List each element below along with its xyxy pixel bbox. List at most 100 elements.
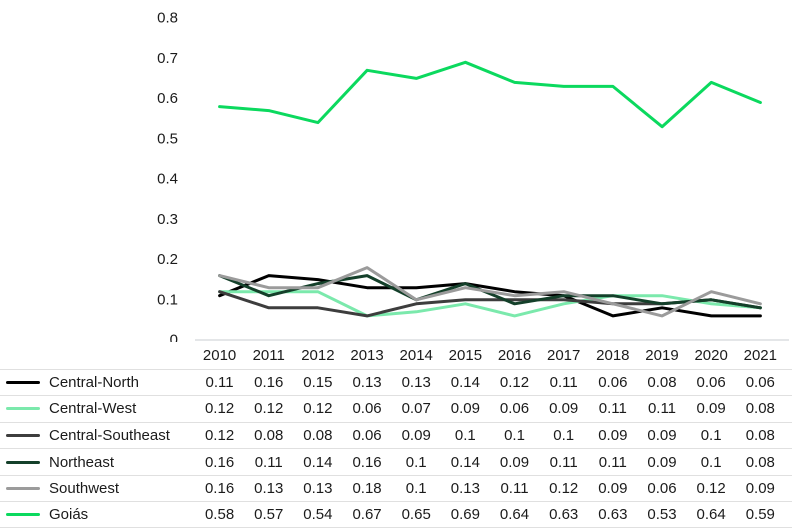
value-cell: 0.67 bbox=[352, 506, 382, 524]
value-cell: 0.09 bbox=[647, 426, 677, 444]
value-cell: 0.09 bbox=[450, 400, 480, 418]
series-line-5 bbox=[218, 60, 762, 129]
year-label: 2015 bbox=[448, 346, 483, 364]
value-cell: 0.64 bbox=[696, 506, 726, 524]
value-cell: 0.16 bbox=[204, 453, 235, 471]
value-cell: 0.09 bbox=[499, 453, 530, 471]
legend-item: Central-West bbox=[0, 400, 195, 417]
value-cell: 0.16 bbox=[254, 373, 284, 391]
value-cell: 0.13 bbox=[450, 480, 480, 498]
year-label: 2016 bbox=[497, 346, 532, 364]
year-label: 2014 bbox=[399, 346, 433, 364]
value-cell: 0.14 bbox=[303, 453, 333, 471]
value-cell: 0.12 bbox=[254, 400, 284, 418]
y-axis-tick-label: 0.4 bbox=[157, 171, 178, 188]
value-cell: 0.14 bbox=[450, 453, 480, 471]
year-label: 2018 bbox=[596, 346, 630, 364]
value-cell: 0.64 bbox=[499, 506, 530, 524]
value-cell: 0.16 bbox=[352, 453, 382, 471]
value-cell: 0.58 bbox=[204, 506, 235, 524]
series-name: Goiás bbox=[49, 506, 89, 524]
value-cell: 0.11 bbox=[598, 453, 627, 471]
value-cell: 0.12 bbox=[204, 400, 235, 418]
value-cell: 0.63 bbox=[549, 506, 579, 524]
y-axis-tick-label: 0.3 bbox=[157, 211, 178, 228]
value-cell: 0.11 bbox=[549, 453, 578, 471]
table-row: Central-North 0.11 0.16 0.15 0.13 0.13 0.14 0.1… bbox=[0, 368, 792, 396]
series-line-3 bbox=[218, 274, 762, 310]
year-label: 2021 bbox=[743, 346, 777, 364]
table-row: Goiás 0.58 0.57 0.54 0.67 0.65 0.69 0.64 0.63 0.6… bbox=[0, 501, 792, 528]
series-name: Central-North bbox=[49, 373, 140, 391]
value-cell: 0.06 bbox=[696, 373, 726, 391]
value-cell: 0.08 bbox=[745, 453, 775, 471]
series-name: Southwest bbox=[49, 480, 120, 498]
series-name: Northeast bbox=[49, 453, 115, 471]
year-label: 2020 bbox=[694, 346, 728, 364]
line-chart: 0.8 0.7 0.6 0.5 0.4 0.3 0.2 0.1 0 bbox=[157, 10, 789, 343]
y-axis-tick-label: 0.8 bbox=[157, 10, 178, 27]
data-table: 2010 2011 2012 2013 2014 2015 2016 2017 2018 2019… bbox=[0, 342, 792, 528]
value-cell: 0.1 bbox=[405, 453, 427, 471]
value-cell: 0.08 bbox=[303, 426, 333, 444]
value-cell: 0.09 bbox=[647, 453, 677, 471]
series-line-swatch bbox=[6, 407, 40, 411]
series-line-swatch bbox=[6, 513, 40, 517]
value-cell: 0.11 bbox=[549, 373, 578, 391]
legend-item: Goiás bbox=[0, 506, 195, 523]
value-cell: 0.08 bbox=[745, 426, 775, 444]
series-line-swatch bbox=[6, 487, 40, 491]
y-axis-tick-label: 0.7 bbox=[157, 50, 178, 67]
value-cell: 0.15 bbox=[303, 373, 333, 391]
table-row: Southwest 0.16 0.13 0.13 0.18 0.1 0.13 0.11 0.12… bbox=[0, 474, 792, 502]
value-cell: 0.57 bbox=[254, 506, 284, 524]
value-cell: 0.11 bbox=[205, 373, 234, 391]
value-cell: 0.09 bbox=[745, 480, 775, 498]
value-cell: 0.11 bbox=[598, 400, 627, 418]
value-cell: 0.09 bbox=[549, 400, 579, 418]
series-line-4 bbox=[218, 266, 762, 318]
value-cell: 0.1 bbox=[700, 426, 722, 444]
value-cell: 0.1 bbox=[405, 480, 427, 498]
value-cell: 0.07 bbox=[401, 400, 431, 418]
legend-item: Southwest bbox=[0, 480, 195, 497]
value-cell: 0.08 bbox=[254, 426, 284, 444]
value-cell: 0.06 bbox=[352, 426, 382, 444]
year-label: 2017 bbox=[546, 346, 581, 364]
value-cell: 0.09 bbox=[598, 426, 628, 444]
year-label: 2012 bbox=[301, 346, 335, 364]
value-cell: 0.63 bbox=[598, 506, 628, 524]
series-line-swatch bbox=[6, 460, 40, 464]
value-cell: 0.65 bbox=[401, 506, 431, 524]
value-cell: 0.1 bbox=[504, 426, 525, 444]
value-cell: 0.12 bbox=[549, 480, 579, 498]
value-cell: 0.13 bbox=[303, 480, 333, 498]
table-row: Central-Southeast 0.12 0.08 0.08 0.06 0.09 0.1… bbox=[0, 421, 792, 449]
value-cell: 0.06 bbox=[499, 400, 530, 418]
year-label: 2019 bbox=[645, 346, 679, 364]
value-cell: 0.09 bbox=[696, 400, 726, 418]
y-axis-tick-label: 0 bbox=[170, 332, 178, 343]
series-name: Central-West bbox=[49, 400, 137, 418]
value-cell: 0.12 bbox=[204, 426, 235, 444]
value-cell: 0.13 bbox=[401, 373, 431, 391]
series-line-1 bbox=[218, 290, 762, 318]
y-axis-tick-label: 0.6 bbox=[157, 90, 178, 107]
value-cell: 0.12 bbox=[499, 373, 530, 391]
legend-item: Central-Southeast bbox=[0, 427, 195, 444]
value-cell: 0.1 bbox=[454, 426, 476, 444]
value-cell: 0.12 bbox=[696, 480, 726, 498]
series-line-0 bbox=[218, 274, 762, 318]
value-cell: 0.06 bbox=[598, 373, 628, 391]
year-label: 2010 bbox=[202, 346, 237, 364]
value-cell: 0.18 bbox=[352, 480, 382, 498]
value-cell: 0.54 bbox=[303, 506, 333, 524]
value-cell: 0.16 bbox=[204, 480, 235, 498]
series-line-swatch bbox=[6, 380, 40, 384]
value-cell: 0.09 bbox=[401, 426, 431, 444]
value-cell: 0.11 bbox=[647, 400, 677, 418]
value-cell: 0.69 bbox=[450, 506, 480, 524]
value-cell: 0.08 bbox=[745, 400, 775, 418]
table-row: Central-West 0.12 0.12 0.12 0.06 0.07 0.09 0.06… bbox=[0, 395, 792, 422]
legend-item: Northeast bbox=[0, 454, 195, 471]
